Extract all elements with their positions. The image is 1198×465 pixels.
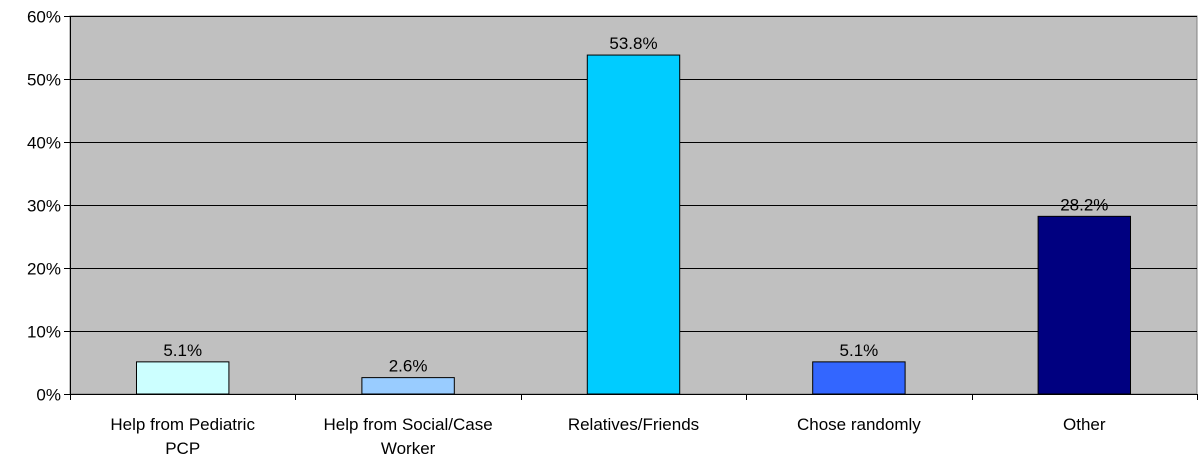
x-category-label: Chose randomly [797,415,921,434]
y-tick-label: 40% [27,134,61,153]
y-tick-label: 0% [36,386,61,405]
data-label: 5.1% [163,341,202,360]
x-category-label: PCP [165,439,200,458]
x-category-label: Relatives/Friends [568,415,699,434]
data-label: 28.2% [1060,195,1108,214]
y-tick-label: 60% [27,8,61,27]
bar [135,361,230,395]
bar [361,377,455,395]
y-tick-label: 10% [27,323,61,342]
y-tick-label: 50% [27,71,61,90]
x-category-label: Help from Pediatric [110,415,255,434]
bar [812,361,906,395]
bar [1037,215,1132,395]
x-category-label: Worker [381,439,436,458]
y-tick-label: 30% [27,197,61,216]
data-label: 5.1% [840,341,879,360]
data-label: 53.8% [609,34,657,53]
x-category-label: Help from Social/Case [324,415,493,434]
x-category-label: Other [1063,415,1106,434]
bar [586,54,681,395]
y-tick-label: 20% [27,260,61,279]
data-label: 2.6% [389,357,428,376]
